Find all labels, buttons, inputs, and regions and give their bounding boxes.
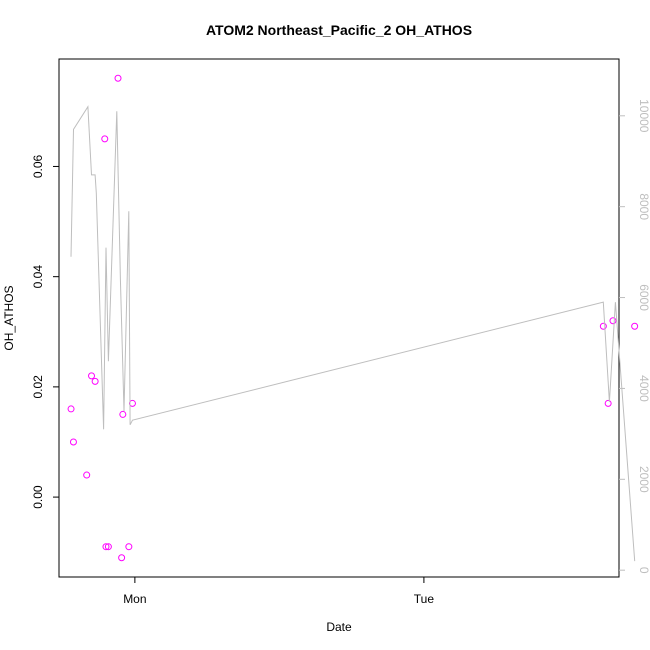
y-axis-title: OH_ATHOS (2, 285, 16, 350)
data-point (125, 543, 133, 551)
x-axis-title: Date (326, 620, 352, 634)
data-point (88, 372, 96, 380)
y-tick-label: 0.06 (31, 154, 45, 178)
data-point (128, 399, 136, 407)
data-point (114, 74, 122, 82)
data-point (91, 377, 99, 385)
data-point (102, 543, 110, 551)
series-line (70, 105, 636, 562)
y-tick-label: 0.02 (31, 375, 45, 399)
data-point (604, 399, 612, 407)
right-y-tick-label: 10000 (637, 99, 650, 133)
data-point (104, 543, 112, 551)
data-point (118, 554, 126, 562)
y-tick-label: 0.04 (31, 265, 45, 289)
chart-marks: 0.00 0.02 0.04 0.06 0 2000 4000 6000 8000 10000 Mo… (31, 74, 650, 606)
data-point (609, 317, 617, 325)
x-tick-label: Mon (123, 592, 146, 606)
data-point (101, 135, 109, 143)
plot-frame (58, 58, 620, 578)
chart-title: ATOM2 Northeast_Pacific_2 OH_ATHOS (206, 22, 472, 38)
right-y-tick-label: 4000 (637, 375, 650, 402)
x-tick-label: Tue (414, 592, 435, 606)
y-tick-label: 0.00 (31, 485, 45, 509)
data-point (599, 322, 607, 330)
data-point (83, 471, 91, 479)
right-y-tick-label: 8000 (637, 193, 650, 220)
right-y-tick-label: 6000 (637, 284, 650, 311)
data-point (631, 322, 639, 330)
data-point (67, 405, 75, 413)
right-y-tick-label: 0 (637, 567, 650, 574)
data-point (69, 438, 77, 446)
right-y-tick-label: 2000 (637, 466, 650, 493)
data-point (119, 410, 127, 418)
